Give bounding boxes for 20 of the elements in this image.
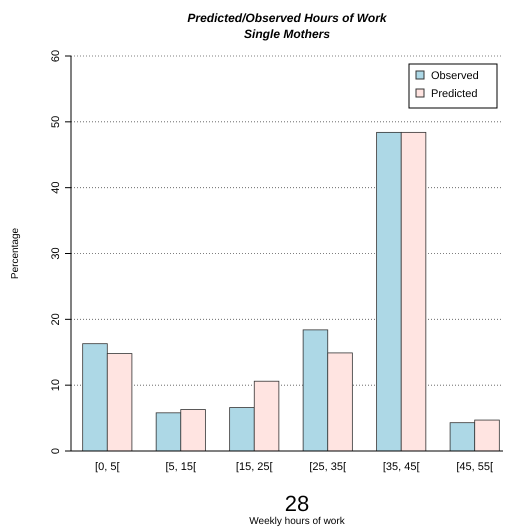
x-tick-label: [5, 15[ bbox=[165, 461, 196, 473]
chart-title: Predicted/Observed Hours of Work bbox=[187, 11, 388, 25]
x-tick-label: [15, 25[ bbox=[236, 461, 273, 473]
y-tick-label: 20 bbox=[50, 313, 62, 326]
text: 28 bbox=[284, 491, 310, 516]
legend-label: Predicted bbox=[431, 88, 478, 100]
y-tick-label: 10 bbox=[50, 379, 62, 392]
y-tick-label: 30 bbox=[50, 247, 62, 260]
x-tick-label: [25, 35[ bbox=[309, 461, 346, 473]
y-tick-label: 50 bbox=[50, 116, 62, 128]
x-tick-label: [45, 55[ bbox=[456, 461, 494, 473]
y-tick-label: 60 bbox=[50, 50, 62, 62]
y-tick-label: 40 bbox=[50, 182, 62, 194]
y-tick-label: 0 bbox=[50, 448, 62, 454]
x-tick-label: [35, 45[ bbox=[382, 461, 420, 473]
x-tick-label: [0, 5[ bbox=[95, 461, 120, 473]
chart-subtitle: Single Mothers bbox=[244, 27, 330, 41]
x-axis-title: Weekly hours of work bbox=[249, 516, 346, 527]
legend-label: Observed bbox=[431, 70, 479, 82]
y-axis-title: Percentage bbox=[10, 227, 21, 280]
